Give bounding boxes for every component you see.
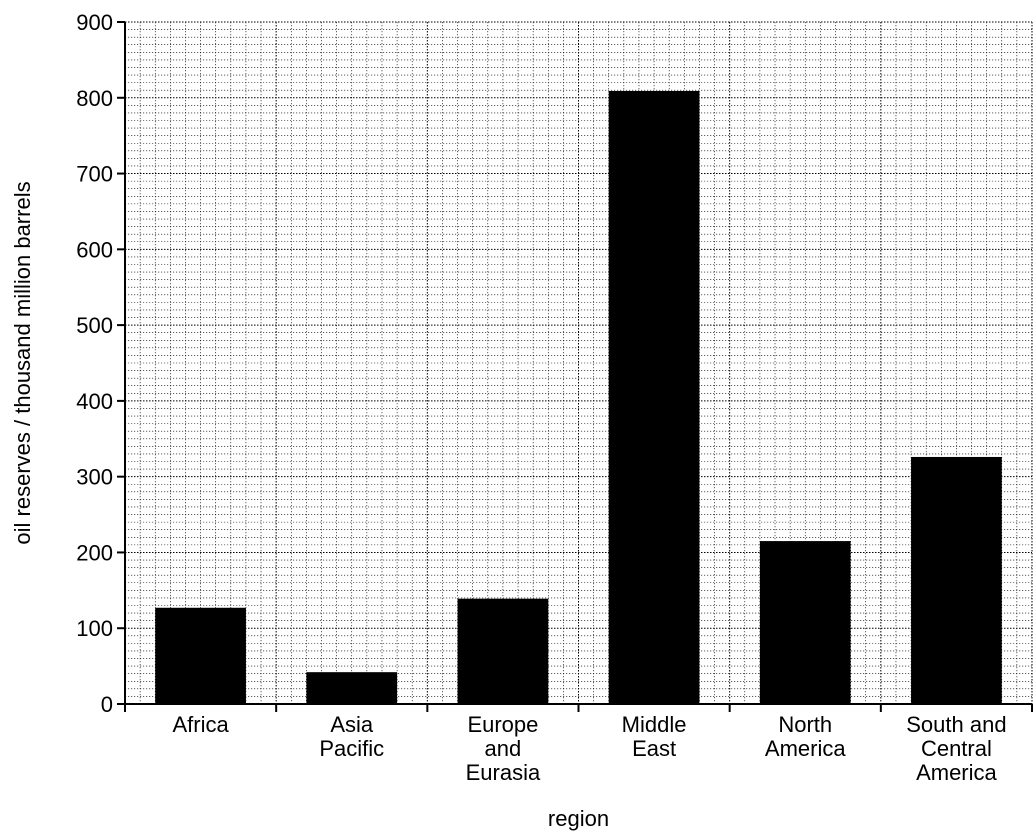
bar — [759, 541, 851, 704]
x-category-label: Central — [921, 736, 992, 761]
x-category-label: Middle — [622, 712, 687, 737]
y-tick-label: 400 — [76, 389, 113, 414]
y-tick-label: 600 — [76, 237, 113, 262]
x-category-label: Asia — [330, 712, 374, 737]
y-tick-label: 800 — [76, 86, 113, 111]
bar — [155, 607, 246, 704]
x-category-label: Europe — [467, 712, 538, 737]
x-category-label: and — [485, 736, 522, 761]
y-tick-label: 100 — [76, 616, 113, 641]
y-tick-label: 500 — [76, 313, 113, 338]
y-tick-labels: 0 100 200 300 400 500 600 700 800 900 — [76, 10, 113, 717]
x-category-label: North — [778, 712, 832, 737]
y-tick-label: 700 — [76, 162, 113, 187]
x-category-label: East — [632, 736, 676, 761]
x-category-label: America — [765, 736, 846, 761]
y-axis-title: oil reserves / thousand million barrels — [10, 181, 35, 544]
x-category-label: Eurasia — [466, 760, 541, 785]
bar — [911, 456, 1002, 704]
x-category-label: Africa — [172, 712, 229, 737]
bars — [155, 90, 1002, 705]
y-tick-label: 900 — [76, 10, 113, 35]
x-axis-title: region — [548, 806, 609, 831]
bar — [608, 90, 700, 705]
x-category-label: America — [916, 760, 997, 785]
x-category-label: Pacific — [319, 736, 384, 761]
y-tick-label: 0 — [101, 692, 113, 717]
major-gridlines — [125, 21, 1033, 704]
x-category-label: South and — [906, 712, 1006, 737]
y-tick-label: 300 — [76, 465, 113, 490]
bar — [457, 598, 549, 704]
y-tick-label: 200 — [76, 540, 113, 565]
bar — [306, 672, 398, 704]
axes — [117, 21, 1033, 712]
